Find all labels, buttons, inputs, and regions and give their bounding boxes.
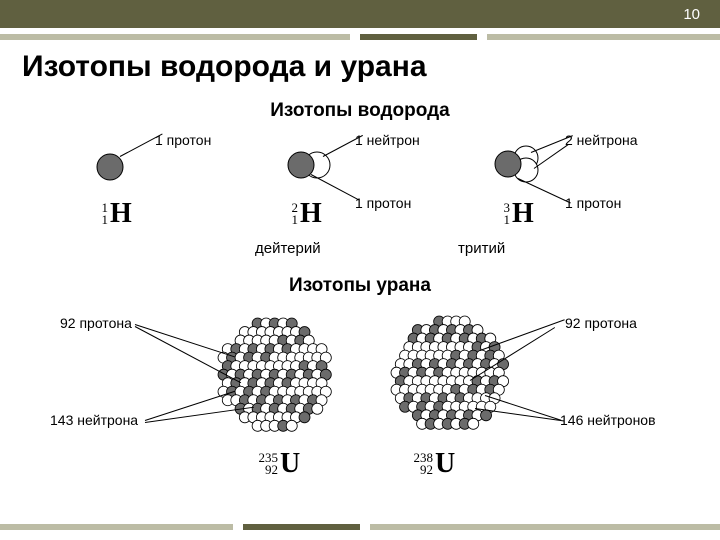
page-number: 10 <box>683 6 700 23</box>
u238-nucleus <box>385 310 515 440</box>
h1-symbol: 1 1 H <box>110 198 132 230</box>
hydrogen-heading: Изотопы водорода <box>0 100 720 122</box>
deuterium-label: дейтерий <box>255 240 321 257</box>
u238-protons-label: 92 протона <box>565 315 637 331</box>
accent-line-top <box>0 34 720 40</box>
u235-symbol: 235 92 U <box>280 448 300 480</box>
tritium-label: тритий <box>458 240 505 257</box>
accent-line-bottom <box>0 524 720 530</box>
h2-symbol: 2 1 H <box>300 198 322 230</box>
h3-proton-label: 1 протон <box>565 195 621 211</box>
h2-proton-label: 1 протон <box>355 195 411 211</box>
header-bar: 10 <box>0 0 720 28</box>
u235-protons-label: 92 протона <box>60 315 132 331</box>
h3-symbol: 3 1 H <box>512 198 534 230</box>
h2-line-p <box>311 174 360 201</box>
h3-neutron-label: 2 нейтрона <box>565 132 638 148</box>
h1-proton-label: 1 протон <box>155 132 211 148</box>
u238-symbol: 238 92 U <box>435 448 455 480</box>
page-title: Изотопы водорода и урана <box>22 50 427 84</box>
u235-neutrons-label: 143 нейтрона <box>50 412 138 428</box>
uranium-heading: Изотопы урана <box>0 275 720 297</box>
u235-nucleus <box>210 310 340 440</box>
h2-neutron-label: 1 нейтрон <box>355 132 420 148</box>
u238-neutrons-label: 146 нейтронов <box>560 412 656 428</box>
